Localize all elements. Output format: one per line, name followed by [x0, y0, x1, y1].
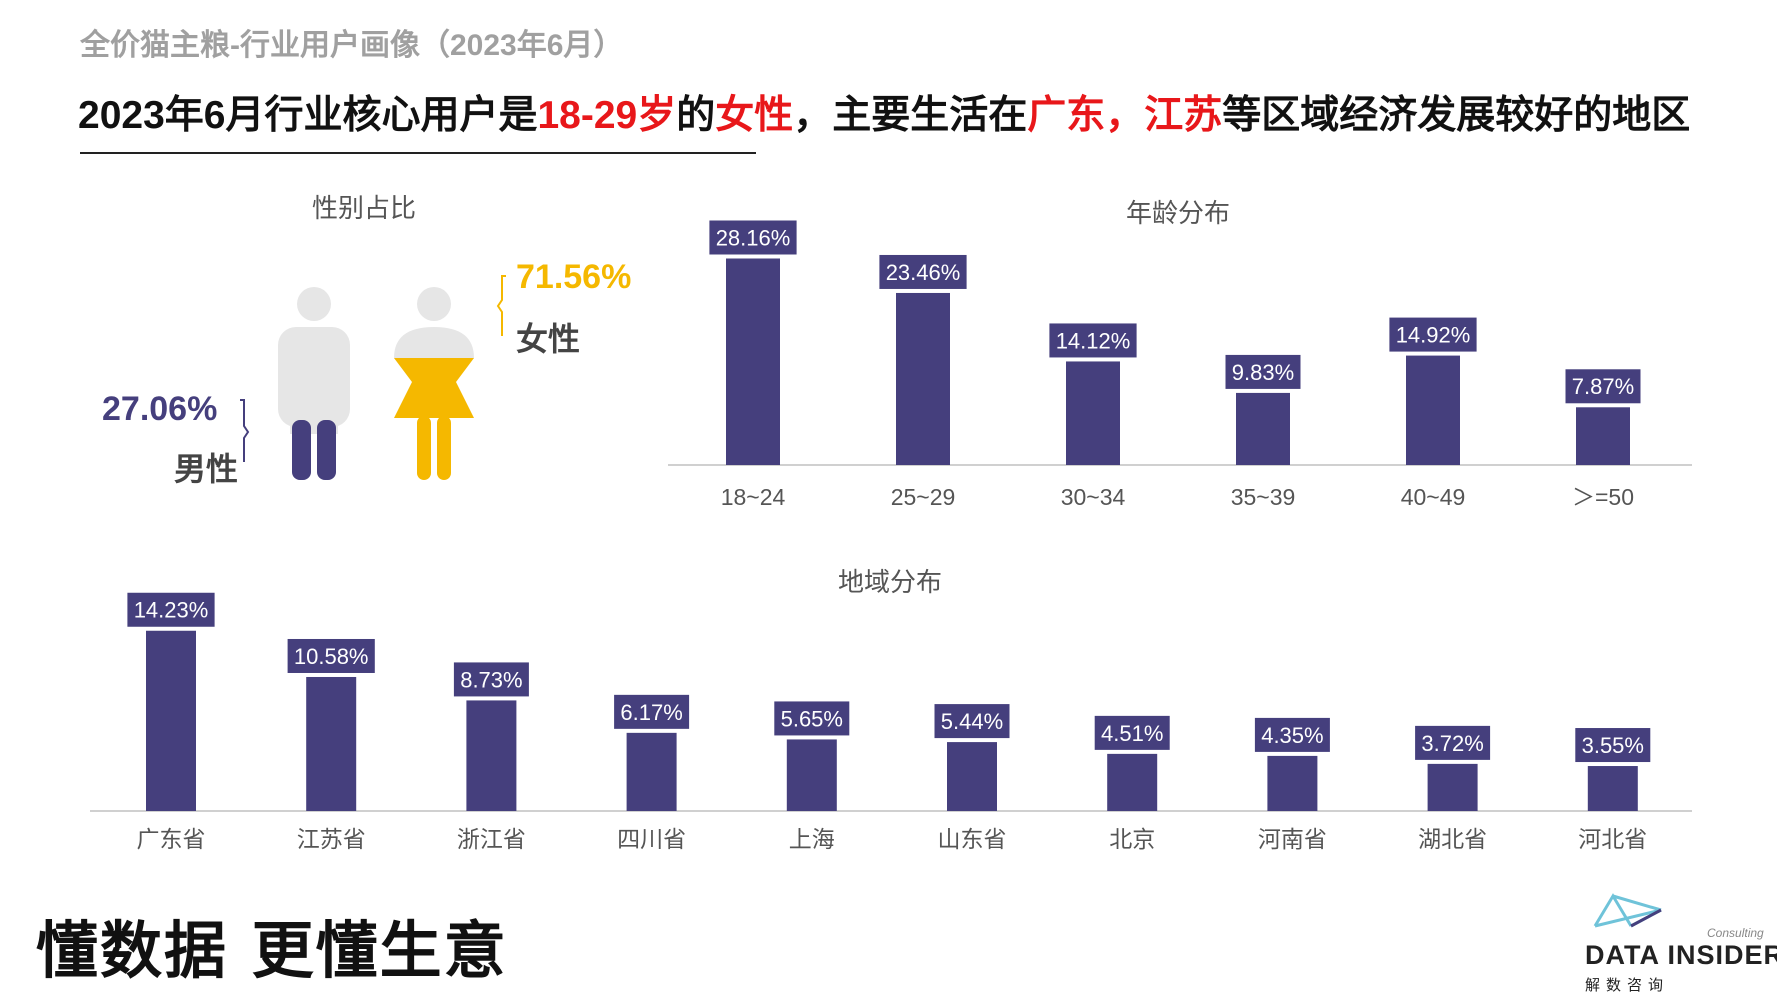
headline-part: 的	[676, 94, 716, 137]
bar-河南省	[1267, 755, 1318, 811]
category-label: 广东省	[137, 826, 206, 852]
data-label: 9.83%	[1232, 360, 1294, 385]
bar-广东省	[146, 630, 196, 811]
bar-浙江省	[466, 700, 517, 811]
male-figure-icon	[278, 287, 350, 480]
data-label: 3.55%	[1582, 733, 1644, 758]
data-label-box	[453, 662, 529, 697]
data-label-box	[774, 701, 850, 736]
data-label-box	[287, 638, 375, 673]
headline-part: 广东，江苏	[1027, 94, 1223, 137]
data-label-box	[1565, 369, 1641, 404]
category-label: 25~29	[891, 484, 956, 510]
data-label-box	[1225, 354, 1301, 389]
category-label: ＞=50	[1572, 484, 1634, 510]
data-label: 4.35%	[1261, 723, 1323, 748]
data-label-box	[934, 704, 1010, 739]
data-label-box	[1575, 728, 1651, 763]
headline-part: 女性	[715, 94, 794, 137]
logo-mark-icon	[1593, 893, 1662, 928]
data-label-box	[1254, 717, 1330, 752]
data-label-box	[709, 220, 797, 255]
data-label-box	[1389, 317, 1477, 352]
data-label-box	[1094, 715, 1170, 750]
bar-30~34	[1066, 361, 1120, 465]
data-label: 6.17%	[620, 700, 682, 725]
logo-consulting: Consulting	[1707, 926, 1764, 940]
gender-figures	[240, 275, 506, 480]
female-label: 女性	[516, 321, 581, 357]
bar-25~29	[896, 292, 950, 465]
bar-＞=50	[1576, 407, 1630, 465]
category-label: 35~39	[1231, 484, 1296, 510]
page-subtitle: 全价猫主粮-行业用户画像（2023年6月）	[80, 29, 624, 62]
category-label: 江苏省	[297, 826, 366, 852]
region-bar-chart: 14.23% 广东省 10.58% 江苏省 8.73% 浙江省 6.17% 四川省 5.65% 上…	[90, 592, 1692, 852]
data-label: 4.51%	[1101, 721, 1163, 746]
data-label: 28.16%	[716, 225, 791, 250]
headline-underline	[80, 152, 756, 154]
data-label-box	[127, 592, 215, 627]
male-bracket	[240, 399, 250, 462]
male-label: 男性	[174, 451, 239, 487]
logo-brand-text: DATA INSIDER	[1585, 940, 1777, 970]
data-label: 3.72%	[1421, 731, 1483, 756]
headline-part: 18-29岁	[537, 94, 677, 137]
data-label-box	[614, 694, 690, 729]
bar-上海	[786, 739, 837, 811]
headline-part: 等区域经济发展较好的地区	[1222, 94, 1691, 137]
female-bracket	[496, 275, 506, 336]
page-headline: 2023年6月行业核心用户是18-29岁的女性，主要生活在广东，江苏等区域经济发…	[78, 84, 1690, 140]
bar-江苏省	[306, 676, 357, 811]
category-label: 山东省	[938, 826, 1007, 852]
data-label: 5.65%	[781, 706, 843, 731]
category-label: 30~34	[1061, 484, 1126, 510]
headline-part: ，主要生活在	[793, 94, 1028, 137]
category-label: 浙江省	[457, 826, 526, 852]
bar-40~49	[1406, 355, 1460, 465]
age-chart-title: 年龄分布	[1126, 198, 1231, 228]
male-percentage: 27.06%	[102, 390, 218, 428]
data-label: 10.58%	[294, 644, 369, 669]
logo-chinese-text: 解数咨询	[1585, 977, 1670, 994]
category-label: 18~24	[721, 484, 786, 510]
data-label-box	[1049, 323, 1137, 358]
bar-北京	[1107, 753, 1158, 811]
slogan: 懂数据 更懂生意	[36, 914, 508, 987]
data-insider-logo: Consulting DATA INSIDER 解数咨询	[1585, 892, 1777, 994]
data-label: 5.44%	[941, 709, 1003, 734]
bar-山东省	[947, 742, 997, 811]
gender-chart-title: 性别占比	[312, 193, 417, 223]
female-figure-icon	[394, 287, 474, 480]
category-label: 四川省	[617, 826, 686, 852]
bar-四川省	[626, 732, 677, 811]
region-chart-title: 地域分布	[838, 567, 943, 597]
data-label: 8.73%	[460, 667, 522, 692]
data-label-box	[1415, 725, 1491, 760]
category-label: 湖北省	[1418, 826, 1487, 852]
headline-part: 2023年6月行业核心用户是	[78, 94, 538, 137]
female-percentage: 71.56%	[516, 258, 632, 296]
category-label: 河北省	[1578, 826, 1647, 852]
data-label: 14.12%	[1056, 328, 1131, 353]
age-bar-chart: 28.16% 18~24 23.46% 25~29 14.12% 30~34 9.83% 35…	[668, 220, 1692, 510]
data-label: 23.46%	[886, 260, 961, 285]
data-label: 7.87%	[1572, 374, 1634, 399]
data-label-box	[879, 254, 967, 289]
category-label: 河南省	[1258, 826, 1327, 852]
bar-18~24	[726, 258, 780, 465]
category-label: 北京	[1109, 826, 1155, 852]
bar-35~39	[1236, 392, 1290, 465]
category-label: 40~49	[1401, 484, 1466, 510]
data-label: 14.23%	[134, 598, 209, 623]
category-label: 上海	[789, 826, 835, 852]
data-label: 14.92%	[1396, 323, 1471, 348]
bar-湖北省	[1427, 763, 1478, 811]
bar-河北省	[1587, 766, 1638, 811]
